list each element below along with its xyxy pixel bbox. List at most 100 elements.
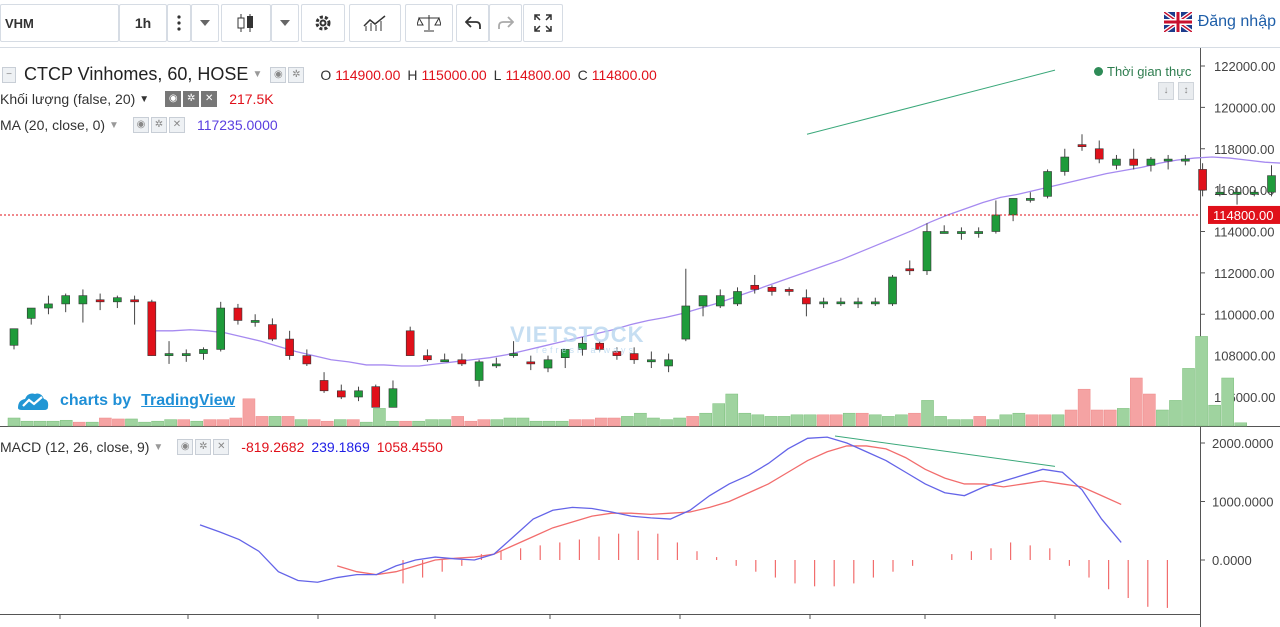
ma-line <box>154 156 1280 367</box>
chevron-down-icon[interactable]: ▼ <box>139 93 150 105</box>
volume-bar <box>151 420 164 427</box>
volume-bar <box>334 419 347 427</box>
gear-icon[interactable]: ✲ <box>288 66 305 83</box>
eye-icon[interactable]: ◉ <box>270 66 287 83</box>
volume-bar <box>373 408 386 427</box>
gear-icon[interactable]: ✲ <box>150 117 167 133</box>
volume-bar <box>190 420 203 427</box>
volume-bar <box>99 417 112 427</box>
ma-legend: MA (20, close, 0) ▼ ◉ ✲ ✕ 117235.0000 <box>0 117 278 133</box>
candle-body <box>371 386 381 408</box>
candle-body <box>1232 191 1242 195</box>
candle-body <box>1026 198 1035 201</box>
macd-legend: MACD (12, 26, close, 9) ▼ ◉ ✲ ✕ -819.268… <box>0 439 443 455</box>
candle-body <box>130 299 139 303</box>
volume-label: Khối lượng (false, 20) <box>0 91 136 107</box>
close-icon[interactable]: ✕ <box>201 91 218 107</box>
close-label: C <box>577 66 588 83</box>
last-price-label: 114800.00 <box>1213 208 1274 223</box>
scale-fit-icon[interactable]: ↕ <box>1178 82 1194 100</box>
candle-body <box>1163 158 1173 162</box>
volume-bar <box>1038 414 1052 427</box>
close-icon[interactable]: ✕ <box>168 117 185 133</box>
candle-body <box>526 361 536 365</box>
eye-icon[interactable]: ◉ <box>165 91 182 107</box>
price-axis-label: 110000.00 <box>1214 307 1275 322</box>
undo-icon[interactable] <box>456 4 489 42</box>
candle-body <box>922 231 932 272</box>
volume-bar <box>621 416 634 427</box>
volume-bar <box>1025 414 1039 427</box>
volume-bar <box>20 420 34 427</box>
volume-bar <box>451 416 465 427</box>
volume-bar <box>33 420 47 427</box>
tradingview-link[interactable]: TradingView <box>141 392 236 409</box>
chevron-down-icon[interactable]: ▼ <box>252 69 263 80</box>
volume-bar <box>842 412 856 427</box>
volume-bar <box>1103 409 1117 427</box>
candle-body <box>1198 169 1207 191</box>
candle-body <box>233 307 243 321</box>
scale-down-icon[interactable]: ↓ <box>1158 82 1174 100</box>
volume-bar <box>503 417 517 427</box>
compare-icon[interactable] <box>405 4 453 42</box>
volume-bar <box>438 419 451 427</box>
interval-button[interactable]: 1h <box>119 4 167 42</box>
chevron-down-icon[interactable]: ▼ <box>153 441 164 453</box>
candle-body <box>354 390 363 398</box>
volume-bar <box>1012 412 1026 427</box>
volume-bar <box>1221 377 1234 427</box>
candle-body <box>1249 191 1259 195</box>
candle-body <box>44 303 53 309</box>
more-vert-icon[interactable] <box>167 4 191 42</box>
volume-bar <box>516 417 530 427</box>
gear-icon[interactable]: ✲ <box>195 439 212 455</box>
candle-body <box>268 324 277 340</box>
symbol-search-input[interactable]: VHM <box>0 4 119 42</box>
volume-bar <box>568 419 582 427</box>
volume-bar <box>725 393 739 427</box>
gear-icon[interactable] <box>301 4 345 42</box>
chevron-down-icon[interactable]: ▼ <box>109 119 119 131</box>
chevron-down-icon[interactable] <box>271 4 299 42</box>
redo-icon[interactable] <box>489 4 522 42</box>
close-icon[interactable]: ✕ <box>213 439 230 455</box>
ma-value: 117235.0000 <box>196 117 278 133</box>
open-value: 114900.00 <box>335 66 401 83</box>
volume-bar <box>425 419 438 427</box>
gear-icon[interactable]: ✲ <box>183 91 200 107</box>
chevron-down-icon[interactable] <box>191 4 219 42</box>
candle-body <box>388 388 398 408</box>
macd-signal-line <box>337 445 1122 576</box>
volume-bar <box>46 420 60 427</box>
candlestick-icon[interactable] <box>221 4 271 42</box>
login-link[interactable]: Đăng nhập <box>1163 12 1276 32</box>
candle-body <box>543 359 553 369</box>
high-value: 115000.00 <box>421 66 487 83</box>
volume-bar <box>59 419 73 427</box>
volume-bar <box>399 420 412 427</box>
volume-bar <box>281 416 295 427</box>
eye-icon[interactable]: ◉ <box>177 439 194 455</box>
tradingview-branding[interactable]: charts by TradingView <box>16 390 235 412</box>
indicators-icon[interactable] <box>349 4 401 42</box>
candle-body <box>819 301 828 305</box>
volume-bar <box>138 421 151 427</box>
candle-body <box>181 353 191 356</box>
volume-bar <box>921 400 934 427</box>
volume-bar <box>908 412 921 427</box>
volume-bar <box>1051 414 1065 427</box>
candle-body <box>474 361 484 381</box>
collapse-icon[interactable]: − <box>2 66 16 83</box>
volume-bar <box>973 416 987 427</box>
candle-series <box>9 134 1276 408</box>
eye-icon[interactable]: ◉ <box>132 117 149 133</box>
fullscreen-icon[interactable] <box>523 4 563 42</box>
volume-bar <box>1064 409 1078 427</box>
candle-body <box>26 307 36 319</box>
candle-body <box>9 328 19 346</box>
candle-body <box>164 353 174 356</box>
price-axis-label: 116000.00 <box>1214 183 1275 198</box>
volume-bar <box>490 419 504 427</box>
